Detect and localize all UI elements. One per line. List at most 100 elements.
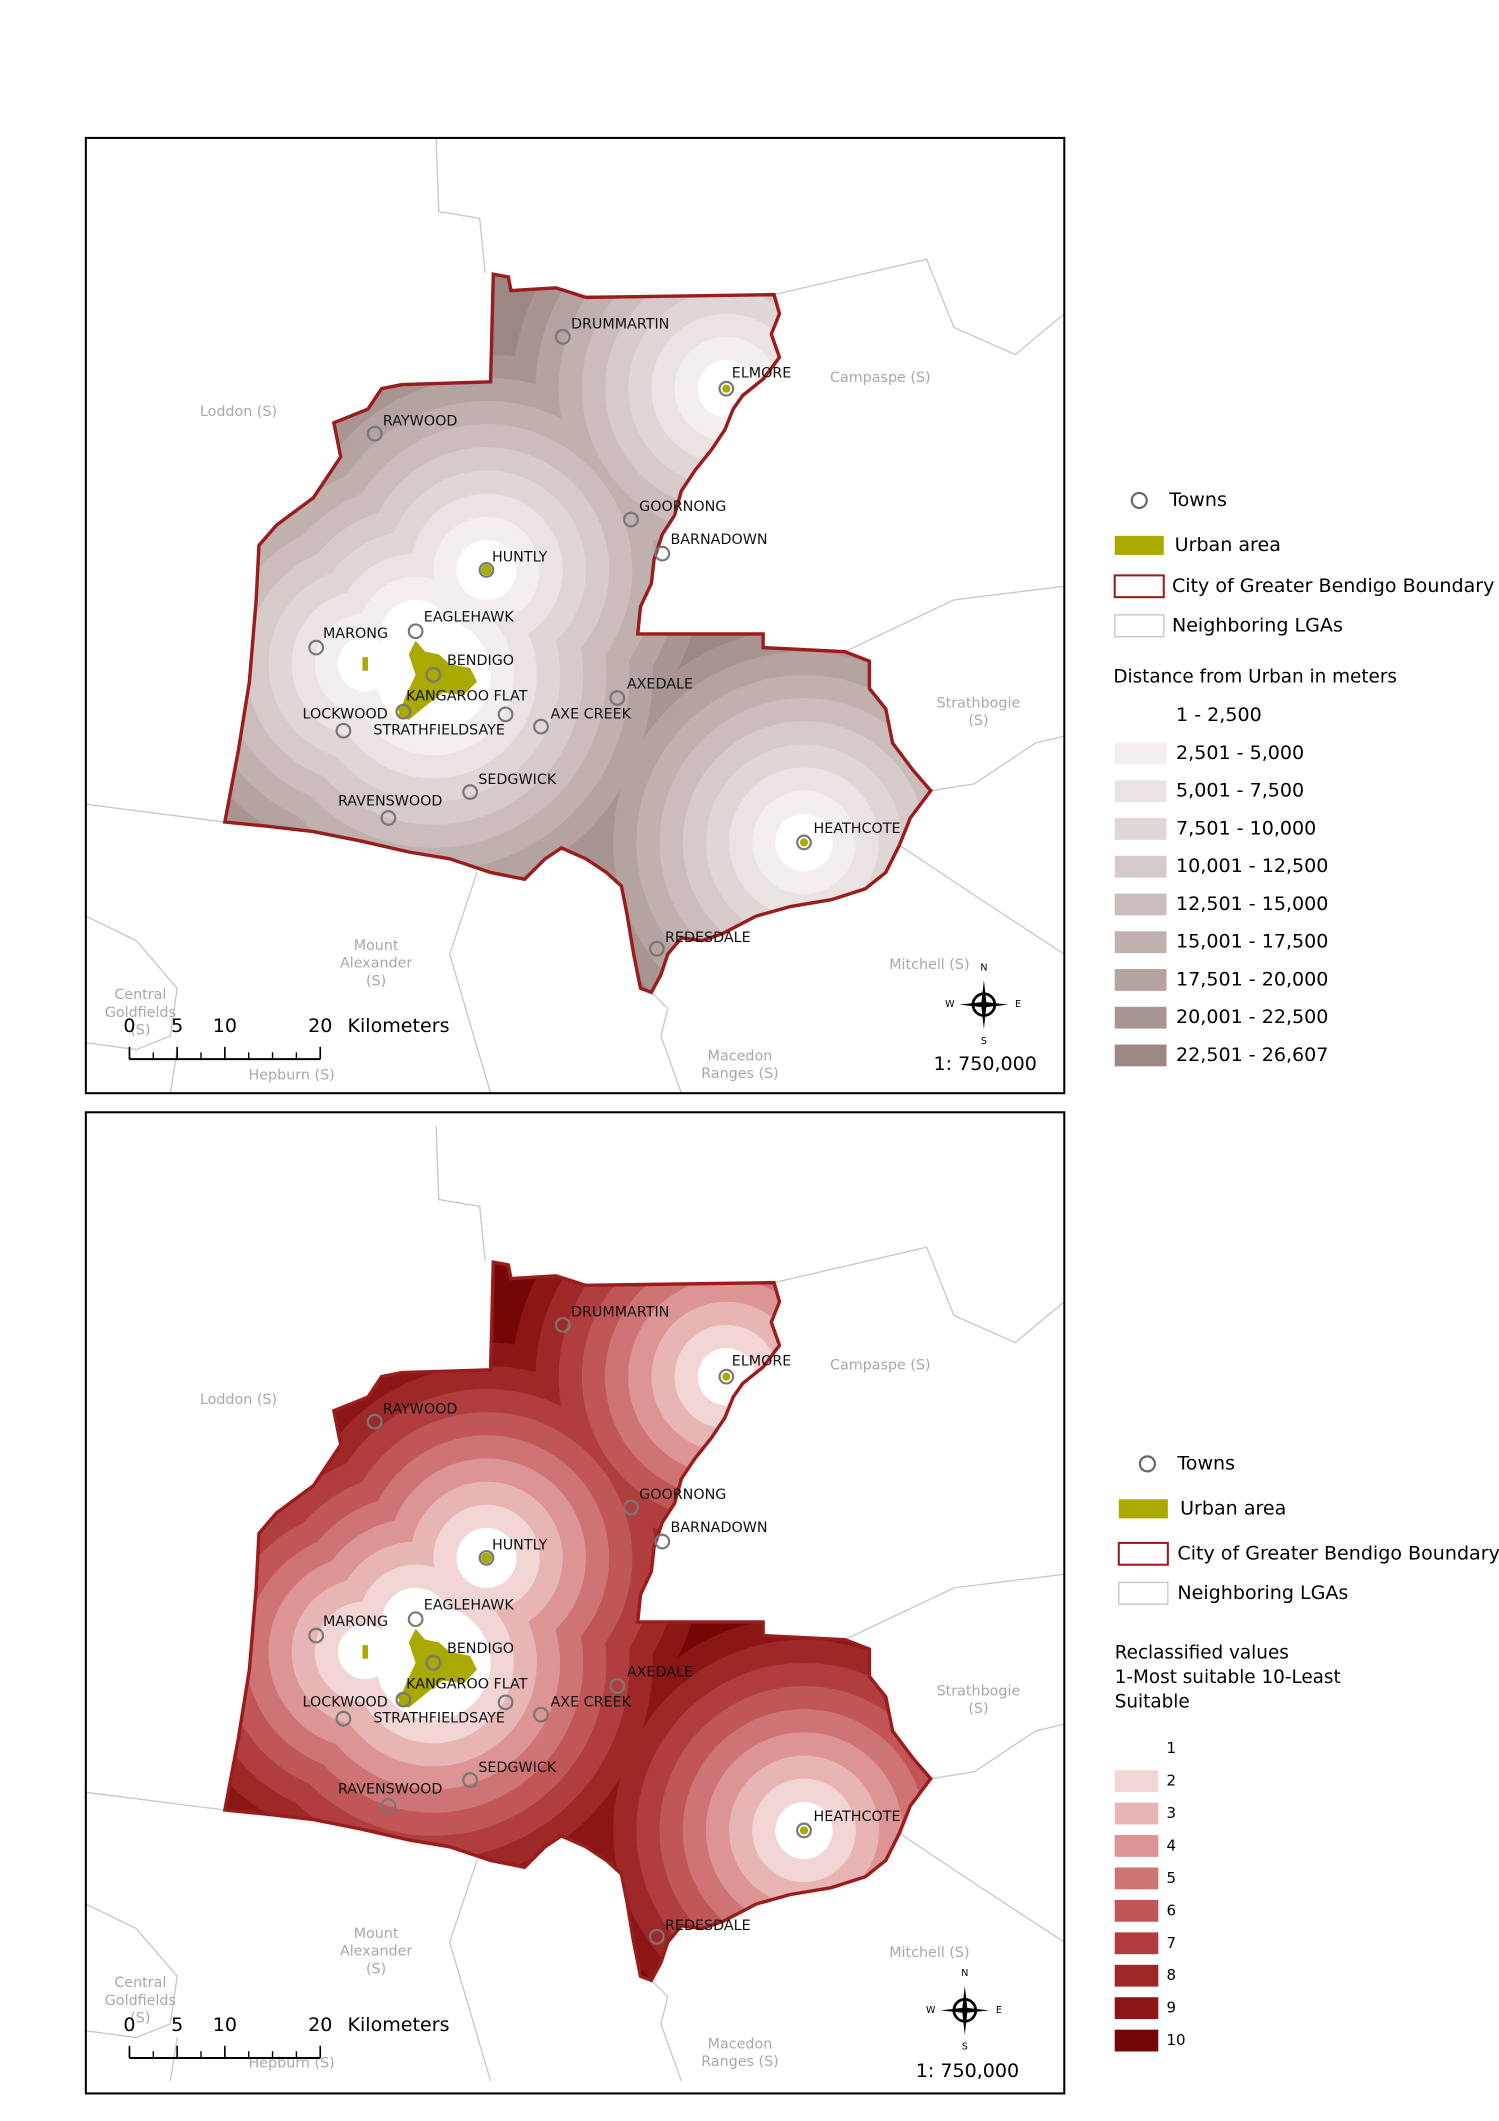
legend-class-label: 1 - 2,500	[1176, 704, 1262, 726]
compass-w: W	[945, 999, 955, 1010]
legend-class-swatch	[1114, 1770, 1159, 1793]
lga-label: Mount	[354, 938, 399, 954]
neighbor-lga-line	[85, 1903, 178, 2039]
distance-surface	[224, 1262, 931, 1981]
lga-label: Hepburn (S)	[249, 1067, 335, 1083]
legend-class-label: 10	[1166, 2031, 1185, 2049]
lga-label: Macedon	[708, 2036, 773, 2052]
legend-label: Neighboring LGAs	[1177, 1582, 1348, 1604]
town-marker	[478, 562, 495, 578]
legend-neighbor-swatch	[1118, 1581, 1169, 1605]
lga-label: (S)	[130, 2010, 150, 2026]
legend-urban-swatch	[1114, 535, 1164, 555]
town-label: AXE CREEK	[551, 1694, 632, 1710]
lga-label: Ranges (S)	[701, 2054, 779, 2070]
town-marker	[335, 1710, 352, 1727]
town-label: DRUMMARTIN	[571, 317, 669, 333]
town-marker	[380, 1798, 397, 1814]
scale-bar-label: 10	[213, 1015, 237, 1037]
legend-label: Urban area	[1180, 1497, 1286, 1519]
map-frame	[84, 1111, 1066, 2095]
town-marker	[533, 718, 549, 735]
legend-title: 1-Most suitable 10-Least	[1115, 1667, 1341, 1688]
lga-label: Ranges (S)	[701, 1066, 779, 1082]
town-label: RAVENSWOOD	[338, 1782, 442, 1798]
town-marker	[335, 722, 352, 739]
town-marker	[533, 1706, 549, 1723]
town-label: RAYWOOD	[383, 1401, 457, 1417]
legend-class-swatch	[1114, 1867, 1159, 1890]
town-label: LOCKWOOD	[303, 706, 388, 722]
neighbor-lga-line	[85, 915, 178, 1051]
scale-bar-label: 5	[171, 1015, 183, 1037]
lga-label: Strathbogie	[937, 1683, 1021, 1699]
neighbor-lga-line	[169, 2037, 178, 2082]
urban-area	[481, 564, 492, 576]
legend-label: Towns	[1176, 1452, 1235, 1474]
scale-bar-label: 5	[171, 2014, 183, 2036]
legend-class-swatch	[1114, 780, 1167, 803]
scale-bar-label: 20	[308, 1015, 332, 1037]
neighbor-lga-line	[899, 844, 1065, 955]
legend-boundary-swatch	[1117, 1541, 1169, 1566]
town-marker	[623, 511, 639, 528]
scale-bar-unit: Kilometers	[347, 1015, 449, 1037]
compass-s: S	[962, 2042, 968, 2053]
town-label: SEDGWICK	[478, 772, 557, 788]
lga-label: Mitchell (S)	[889, 957, 969, 973]
town-label: KANGAROO FLAT	[406, 1677, 528, 1693]
town-marker	[462, 784, 479, 800]
legend-urban-swatch	[1118, 1499, 1168, 1519]
lga-label: Strathbogie	[937, 695, 1021, 711]
town-marker	[648, 1928, 665, 1945]
legend-class-swatch	[1114, 2029, 1159, 2052]
town-marker	[407, 623, 424, 640]
urban-area	[362, 1645, 368, 1659]
lga-label: Goldfields	[105, 1993, 176, 2009]
compass-w: W	[926, 2005, 936, 2016]
neighbor-lga-line	[930, 1723, 1065, 1780]
legend-class-label: 20,001 - 22,500	[1176, 1006, 1328, 1028]
lga-label: Macedon	[708, 1048, 773, 1064]
distance-surface	[224, 274, 931, 993]
town-marker	[497, 706, 514, 723]
map-scale: 1: 750,000	[916, 2060, 1019, 2082]
scale-bar-label: 10	[213, 2014, 237, 2036]
lga-label: Central	[114, 1975, 166, 1991]
legend-class-swatch	[1114, 1737, 1159, 1760]
compass-arms	[959, 980, 1009, 1030]
compass-e: E	[1015, 999, 1021, 1010]
legend-class-label: 17,501 - 20,000	[1176, 968, 1328, 990]
distance-band	[381, 1587, 450, 1657]
town-label: RAVENSWOOD	[338, 794, 442, 810]
urban-area	[799, 838, 809, 847]
legend-class-swatch	[1114, 1997, 1159, 2020]
legend-class-swatch	[1114, 818, 1167, 840]
legend-class-label: 4	[1166, 1836, 1176, 1854]
town-label: ELMORE	[732, 366, 792, 382]
lga-label: (S)	[968, 713, 988, 729]
town-marker	[796, 834, 812, 851]
boundary	[222, 272, 933, 995]
town-label: AXEDALE	[627, 676, 693, 692]
town-marker	[395, 1691, 412, 1708]
legend-title: Distance from Urban in meters	[1113, 667, 1397, 688]
map-body: Loddon (S) Campaspe (S) Strathbogie (S) Mitc…	[85, 137, 1065, 1094]
town-label: RAYWOOD	[383, 413, 457, 429]
legend-title: Suitable	[1115, 1691, 1190, 1712]
legend-class-swatch	[1114, 855, 1167, 878]
legend-class-swatch	[1114, 1835, 1159, 1857]
legend-class-label: 7,501 - 10,000	[1176, 817, 1316, 839]
map-frame	[84, 136, 1066, 1095]
town-marker	[425, 1654, 442, 1671]
legend-class-swatch	[1114, 893, 1167, 916]
town-label: BARNADOWN	[670, 1520, 767, 1536]
lga-label: Goldfields	[105, 1005, 176, 1021]
lga-label: Mount	[354, 1926, 399, 1942]
lga-label: Central	[114, 987, 166, 1003]
lga-label: (S)	[968, 1701, 988, 1717]
town-marker	[654, 545, 671, 562]
legend-class-label: 6	[1166, 1901, 1176, 1919]
